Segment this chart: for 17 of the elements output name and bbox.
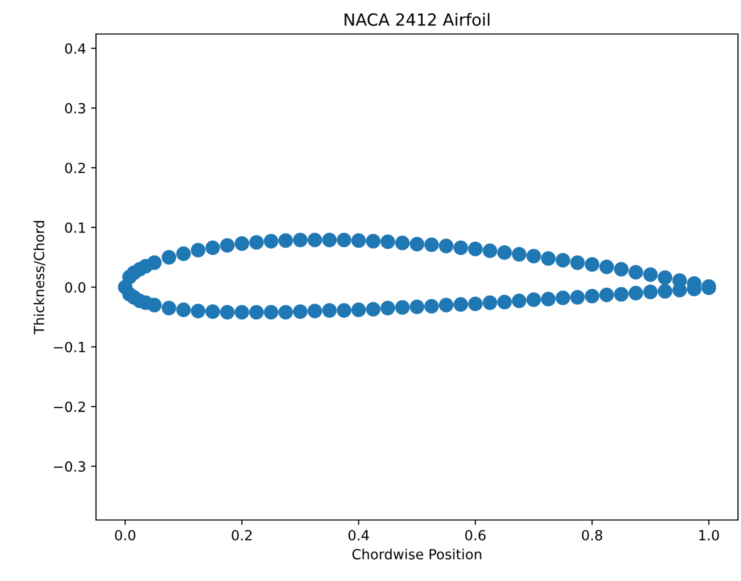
y-tick-label: 0.4 <box>65 43 86 54</box>
x-tick-label: 0.8 <box>582 530 602 540</box>
x-tick-label: 0.6 <box>465 530 486 540</box>
x-tick-label: 1.0 <box>699 530 719 540</box>
x-tick-label: 0.4 <box>348 530 369 540</box>
y-tick-label: 0.3 <box>65 103 86 114</box>
x-tick-label: 0.0 <box>115 530 136 540</box>
y-tick-label: −0.2 <box>54 402 85 412</box>
x-axis-title: Chordwise Position <box>352 548 482 560</box>
y-tick-label: −0.3 <box>54 461 86 472</box>
chart-title: NACA 2412 Airfoil <box>344 13 490 26</box>
x-tick-label: 0.2 <box>232 530 252 540</box>
y-tick-label: −0.1 <box>54 342 85 352</box>
y-tick-label: 0.1 <box>65 222 85 233</box>
y-tick-label: 0.0 <box>65 282 86 293</box>
y-axis-title: Thickness/Chord <box>34 220 46 334</box>
y-tick-label: 0.2 <box>65 162 85 174</box>
